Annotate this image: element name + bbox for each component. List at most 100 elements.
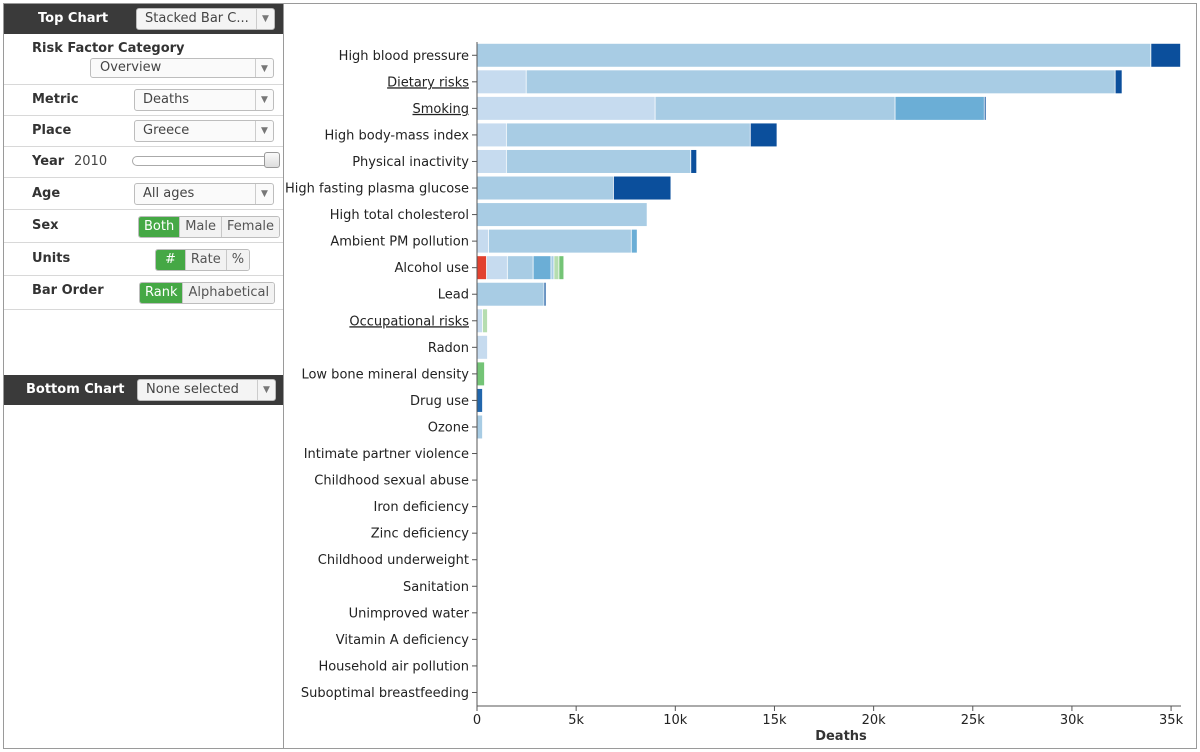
bottom-chart-select[interactable]: None selected ▼ bbox=[137, 379, 276, 401]
bar-segment[interactable] bbox=[554, 256, 559, 280]
bar-segment[interactable] bbox=[1115, 70, 1122, 94]
x-tick-label: 20k bbox=[862, 713, 887, 728]
bar-segment[interactable] bbox=[477, 309, 483, 333]
bar-order-rank-button[interactable]: Rank bbox=[140, 283, 184, 303]
bar-segment[interactable] bbox=[488, 229, 631, 253]
y-tick-label: Intimate partner violence bbox=[304, 447, 469, 462]
bar-segment[interactable] bbox=[526, 70, 1115, 94]
year-row: Year 2010 bbox=[4, 147, 283, 178]
units-count-button[interactable]: # bbox=[156, 250, 186, 270]
chevron-down-icon: ▼ bbox=[256, 9, 274, 29]
units-row: Units # Rate % bbox=[4, 243, 283, 276]
sex-row: Sex Both Male Female bbox=[4, 210, 283, 243]
units-label: Units bbox=[32, 251, 71, 266]
bar-segment[interactable] bbox=[895, 96, 984, 120]
sex-toggle-group: Both Male Female bbox=[138, 216, 281, 238]
bar-segment[interactable] bbox=[477, 203, 647, 227]
age-value: All ages bbox=[143, 186, 195, 201]
bar-segment[interactable] bbox=[477, 415, 483, 439]
y-tick-label: Childhood sexual abuse bbox=[314, 474, 469, 489]
bar-segment[interactable] bbox=[477, 282, 544, 306]
bottom-chart-label: Bottom Chart bbox=[26, 382, 125, 397]
bar-segment[interactable] bbox=[551, 256, 554, 280]
bar-segment[interactable] bbox=[507, 256, 533, 280]
bar-segment[interactable] bbox=[477, 256, 487, 280]
bar-segment[interactable] bbox=[477, 362, 485, 386]
top-chart-select[interactable]: Stacked Bar C... ▼ bbox=[136, 8, 275, 30]
year-slider-handle[interactable] bbox=[264, 152, 280, 168]
bar-segment[interactable] bbox=[559, 256, 564, 280]
bar-order-toggle-group: Rank Alphabetical bbox=[139, 282, 276, 304]
bar-segment[interactable] bbox=[477, 149, 506, 173]
bar-segment[interactable] bbox=[544, 282, 546, 306]
metric-select[interactable]: Deaths ▼ bbox=[134, 89, 274, 111]
sex-both-button[interactable]: Both bbox=[139, 217, 181, 237]
bar-segment[interactable] bbox=[506, 149, 691, 173]
bar-segment[interactable] bbox=[1151, 43, 1181, 67]
bar-segment[interactable] bbox=[477, 176, 614, 200]
bar-segment[interactable] bbox=[533, 256, 551, 280]
bar-segment[interactable] bbox=[477, 335, 488, 359]
year-value: 2010 bbox=[74, 154, 108, 169]
x-tick-label: 0 bbox=[473, 713, 481, 728]
bar-segment[interactable] bbox=[477, 123, 506, 147]
bar-segment[interactable] bbox=[631, 229, 637, 253]
stacked-bar-chart: High blood pressure Dietary risks Smoking H… bbox=[285, 42, 1184, 744]
bar-segment[interactable] bbox=[613, 176, 671, 200]
age-label: Age bbox=[32, 186, 61, 201]
y-tick-label: Physical inactivity bbox=[352, 155, 469, 170]
bar-segment[interactable] bbox=[655, 96, 895, 120]
y-tick-label: Alcohol use bbox=[394, 261, 469, 276]
y-tick-label: High blood pressure bbox=[339, 49, 469, 64]
units-rate-button[interactable]: Rate bbox=[185, 250, 227, 270]
x-tick-label: 25k bbox=[961, 713, 986, 728]
bar-segment[interactable] bbox=[482, 309, 488, 333]
y-tick-label: High body-mass index bbox=[325, 128, 470, 143]
y-tick-label[interactable]: Occupational risks bbox=[349, 314, 469, 329]
top-chart-select-value: Stacked Bar C... bbox=[145, 11, 249, 26]
age-select[interactable]: All ages ▼ bbox=[134, 183, 274, 205]
y-tick-label: Unimproved water bbox=[349, 606, 470, 621]
y-tick-label: Childhood underweight bbox=[318, 553, 469, 568]
y-tick-label: High total cholesterol bbox=[330, 208, 469, 223]
chart-area: High blood pressure Dietary risks Smoking H… bbox=[285, 4, 1197, 748]
bar-segment[interactable] bbox=[486, 256, 507, 280]
x-tick-label: 10k bbox=[663, 713, 688, 728]
bar-segment[interactable] bbox=[477, 388, 483, 412]
y-tick-label: Lead bbox=[438, 288, 469, 303]
x-axis-title: Deaths bbox=[815, 729, 867, 744]
risk-factor-category-label: Risk Factor Category bbox=[32, 41, 185, 56]
bar-segment[interactable] bbox=[477, 70, 526, 94]
bar-order-label: Bar Order bbox=[32, 283, 104, 298]
risk-factor-category-select[interactable]: Overview ▼ bbox=[90, 58, 274, 78]
top-chart-header: Top Chart Stacked Bar C... ▼ bbox=[4, 4, 283, 34]
bar-segment[interactable] bbox=[750, 123, 777, 147]
bar-segment[interactable] bbox=[984, 96, 986, 120]
bar-segment[interactable] bbox=[477, 229, 489, 253]
metric-value: Deaths bbox=[143, 92, 190, 107]
place-row: Place Greece ▼ bbox=[4, 116, 283, 147]
y-tick-label: High fasting plasma glucose bbox=[285, 182, 469, 197]
sex-label: Sex bbox=[32, 218, 59, 233]
y-tick-label: Vitamin A deficiency bbox=[336, 633, 470, 648]
year-slider-track[interactable] bbox=[132, 156, 278, 166]
x-tick-label: 5k bbox=[568, 713, 584, 728]
y-tick-label: Ozone bbox=[428, 420, 469, 435]
control-sidebar: Top Chart Stacked Bar C... ▼ Risk Factor… bbox=[4, 4, 284, 748]
y-tick-label[interactable]: Dietary risks bbox=[387, 75, 469, 90]
x-tick-label: 30k bbox=[1060, 713, 1085, 728]
metric-row: Metric Deaths ▼ bbox=[4, 85, 283, 116]
place-select[interactable]: Greece ▼ bbox=[134, 120, 274, 142]
bottom-chart-header: Bottom Chart None selected ▼ bbox=[4, 375, 283, 405]
y-tick-label[interactable]: Smoking bbox=[412, 102, 469, 117]
bar-segment[interactable] bbox=[477, 96, 655, 120]
y-tick-label: Household air pollution bbox=[318, 659, 469, 674]
bar-segment[interactable] bbox=[691, 149, 697, 173]
sex-female-button[interactable]: Female bbox=[222, 217, 280, 237]
bar-order-alphabetical-button[interactable]: Alphabetical bbox=[183, 283, 275, 303]
sex-male-button[interactable]: Male bbox=[180, 217, 223, 237]
chevron-down-icon: ▼ bbox=[257, 380, 275, 400]
bar-segment[interactable] bbox=[506, 123, 750, 147]
bar-segment[interactable] bbox=[477, 43, 1151, 67]
units-percent-button[interactable]: % bbox=[226, 250, 250, 270]
